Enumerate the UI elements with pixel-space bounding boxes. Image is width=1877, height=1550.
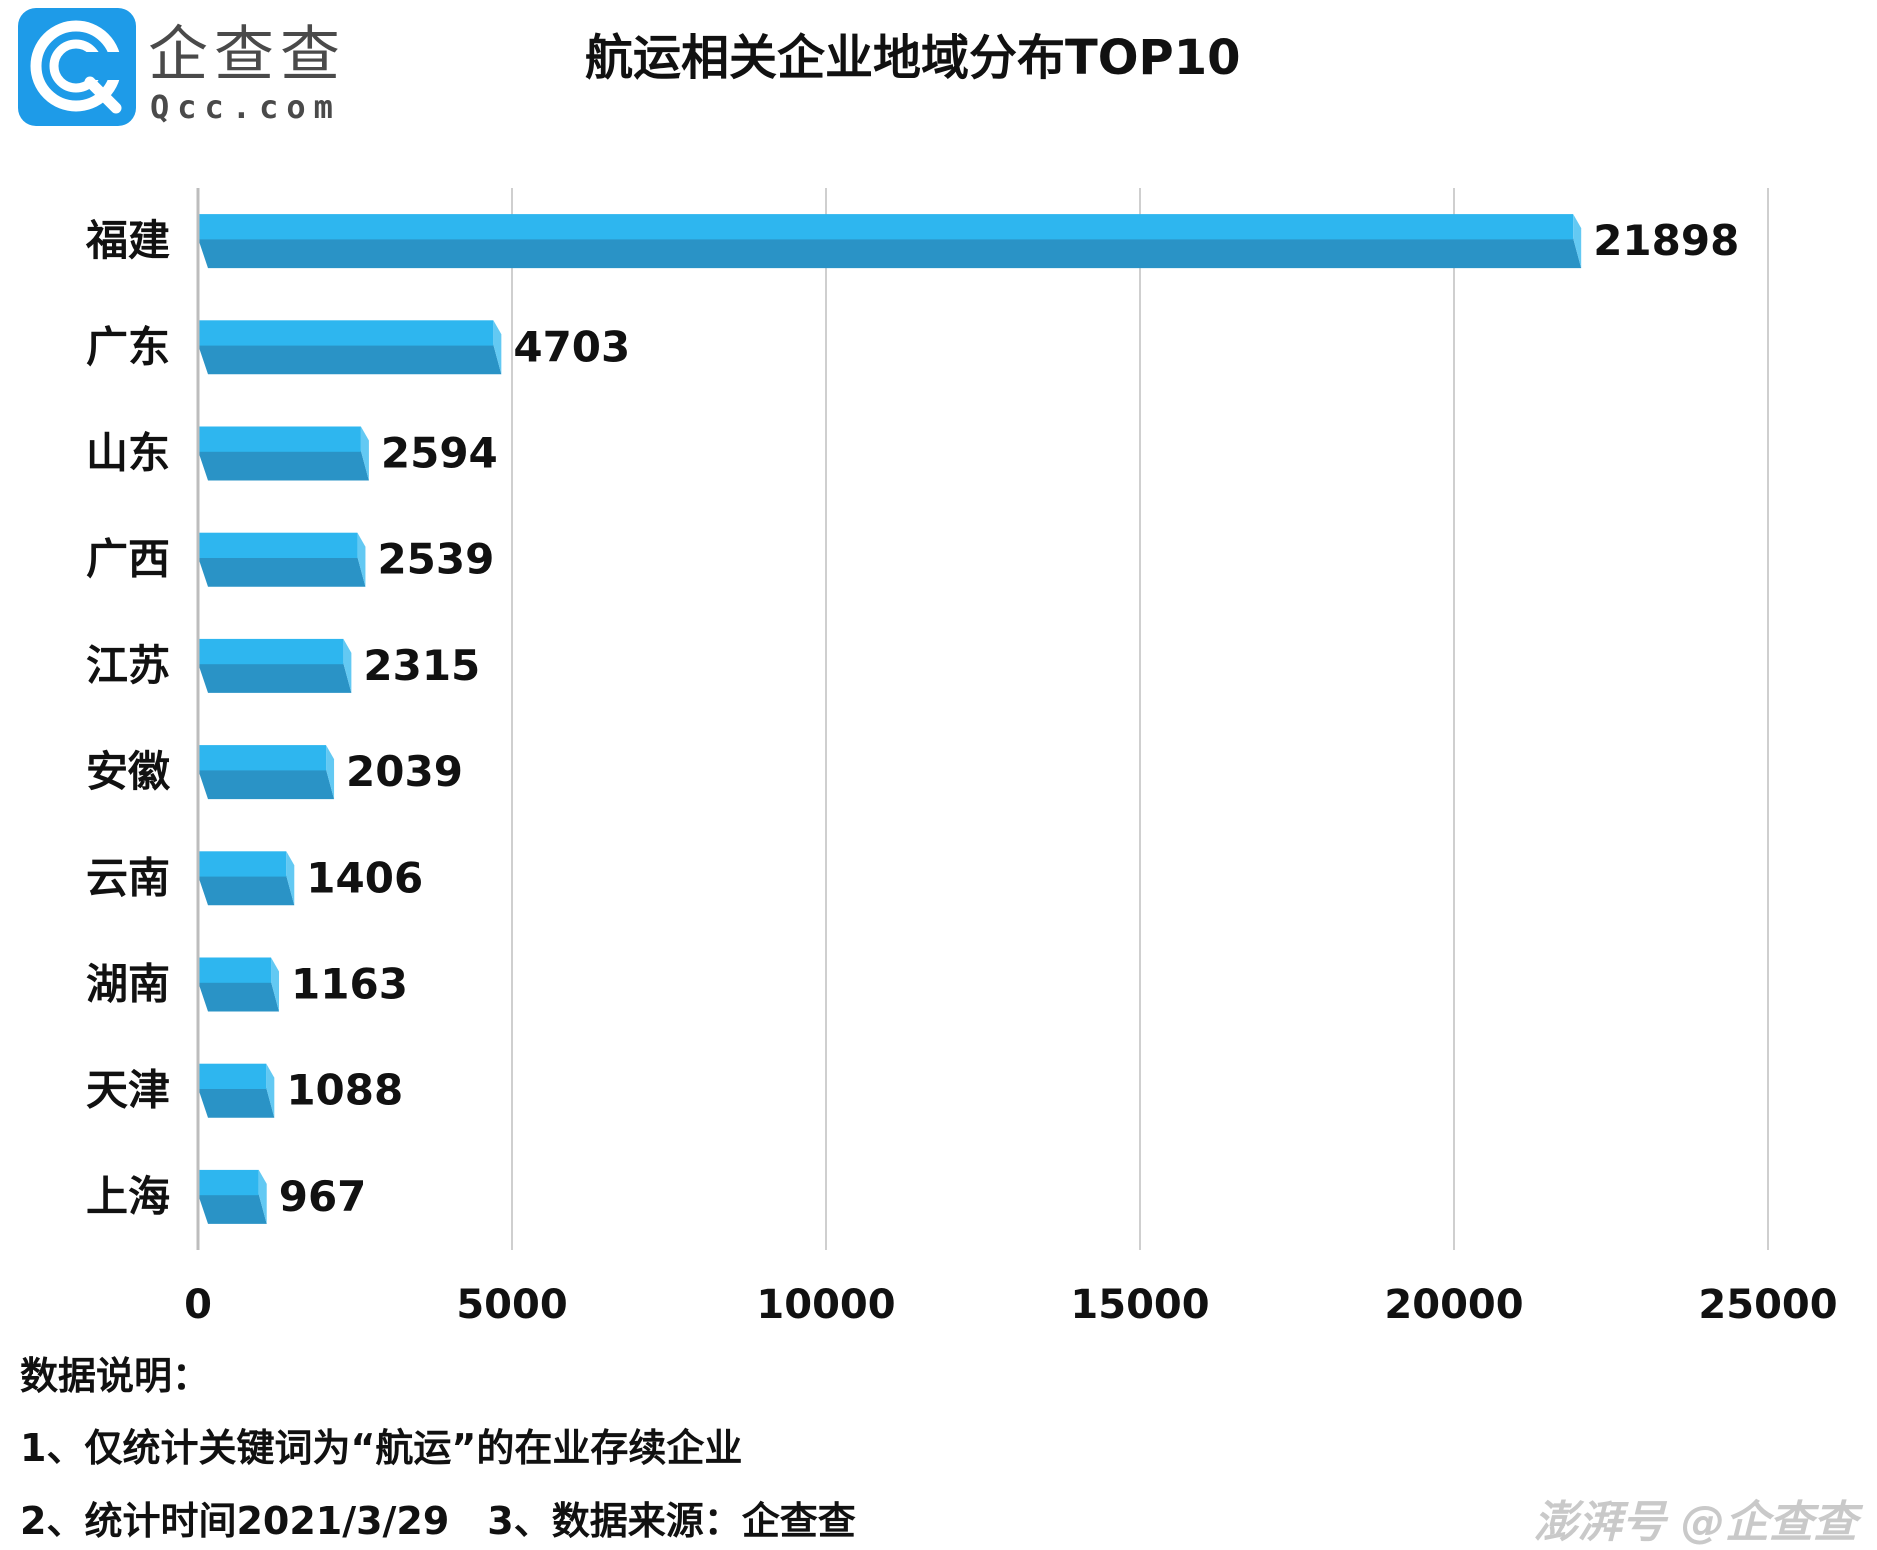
data-label: 21898 [1593, 216, 1739, 265]
logo-brand-en: Qcc.com [150, 88, 341, 126]
qcc-logo: 企查查 Qcc.com [18, 8, 358, 128]
bar [198, 320, 494, 346]
notes-line-2: 2、统计时间2021/3/29 3、数据来源：企查查 [20, 1499, 856, 1543]
watermark: 澎湃号 @企查查 [1533, 1497, 1857, 1548]
bar [198, 957, 272, 983]
x-tick-label: 15000 [1070, 1282, 1209, 1320]
bar [198, 745, 327, 771]
data-label: 967 [279, 1172, 367, 1221]
data-label: 1163 [291, 960, 408, 1009]
bar-end-cap [258, 1169, 267, 1224]
bar-end-cap [1573, 214, 1582, 269]
data-label: 1088 [286, 1066, 403, 1115]
bar [198, 532, 358, 558]
category-label: 江苏 [86, 641, 170, 690]
bar-end-cap [360, 426, 369, 481]
bar-end-cap [343, 638, 352, 693]
bar-shade [198, 557, 366, 587]
category-label: 上海 [86, 1172, 170, 1221]
x-tick-label: 0 [184, 1282, 212, 1320]
data-label: 2039 [346, 747, 463, 796]
logo-brand-cn: 企查查 [148, 20, 346, 90]
category-label: 云南 [86, 853, 170, 902]
bar-chart: 0 5000 10000 15000 20000 25000 福建 21898 广东 4703 山东… [85, 188, 1838, 1320]
bar-end-cap [286, 851, 295, 906]
data-label: 4703 [513, 322, 630, 371]
bar-shade [198, 981, 280, 1012]
bar [198, 1169, 259, 1196]
bar-shade [198, 875, 295, 906]
category-label: 湖南 [86, 960, 170, 1009]
bar-shade [198, 450, 369, 481]
bar-end-cap [266, 1063, 275, 1118]
data-label: 1406 [306, 853, 423, 902]
bar-end-cap [493, 320, 502, 375]
bar-shade [198, 769, 335, 800]
data-label: 2315 [363, 641, 480, 690]
bar-shade [198, 344, 502, 375]
x-tick-label: 20000 [1384, 1282, 1523, 1320]
x-tick-label: 10000 [756, 1282, 895, 1320]
x-tick-label: 5000 [456, 1282, 567, 1320]
bar [198, 214, 1574, 240]
data-label: 2539 [377, 535, 494, 584]
bar-shade [198, 663, 352, 693]
x-tick-label: 25000 [1698, 1282, 1837, 1320]
bar-end-cap [357, 532, 366, 587]
data-label: 2594 [381, 429, 498, 478]
category-label: 广东 [86, 322, 170, 371]
bar-shade [198, 1088, 275, 1118]
bar-shade [198, 238, 1582, 269]
category-label: 安徽 [86, 747, 171, 796]
bar-shade [198, 1194, 267, 1224]
bar [198, 638, 344, 665]
notes-title: 数据说明： [20, 1354, 211, 1398]
category-label: 山东 [86, 429, 170, 478]
qcc-logo-icon [18, 8, 136, 126]
bar-end-cap [326, 745, 335, 800]
category-label: 广西 [86, 535, 170, 584]
bar [198, 426, 361, 452]
notes-line-1: 1、仅统计关键词为“航运”的在业存续企业 [20, 1426, 743, 1470]
bar [198, 851, 287, 877]
bar-end-cap [271, 957, 280, 1012]
chart-title: 航运相关企业地域分布TOP10 [585, 30, 1241, 86]
category-label: 天津 [86, 1066, 170, 1115]
category-label: 福建 [85, 216, 170, 265]
bar [198, 1063, 267, 1089]
